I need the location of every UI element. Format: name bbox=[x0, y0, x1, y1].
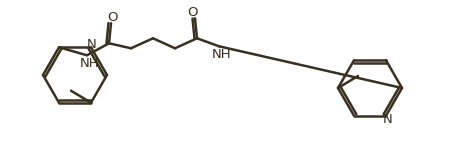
Text: N: N bbox=[87, 38, 97, 51]
Text: N: N bbox=[383, 113, 393, 126]
Text: NH: NH bbox=[212, 48, 232, 61]
Text: O: O bbox=[188, 6, 198, 19]
Text: O: O bbox=[108, 11, 118, 24]
Text: NH: NH bbox=[80, 57, 100, 70]
